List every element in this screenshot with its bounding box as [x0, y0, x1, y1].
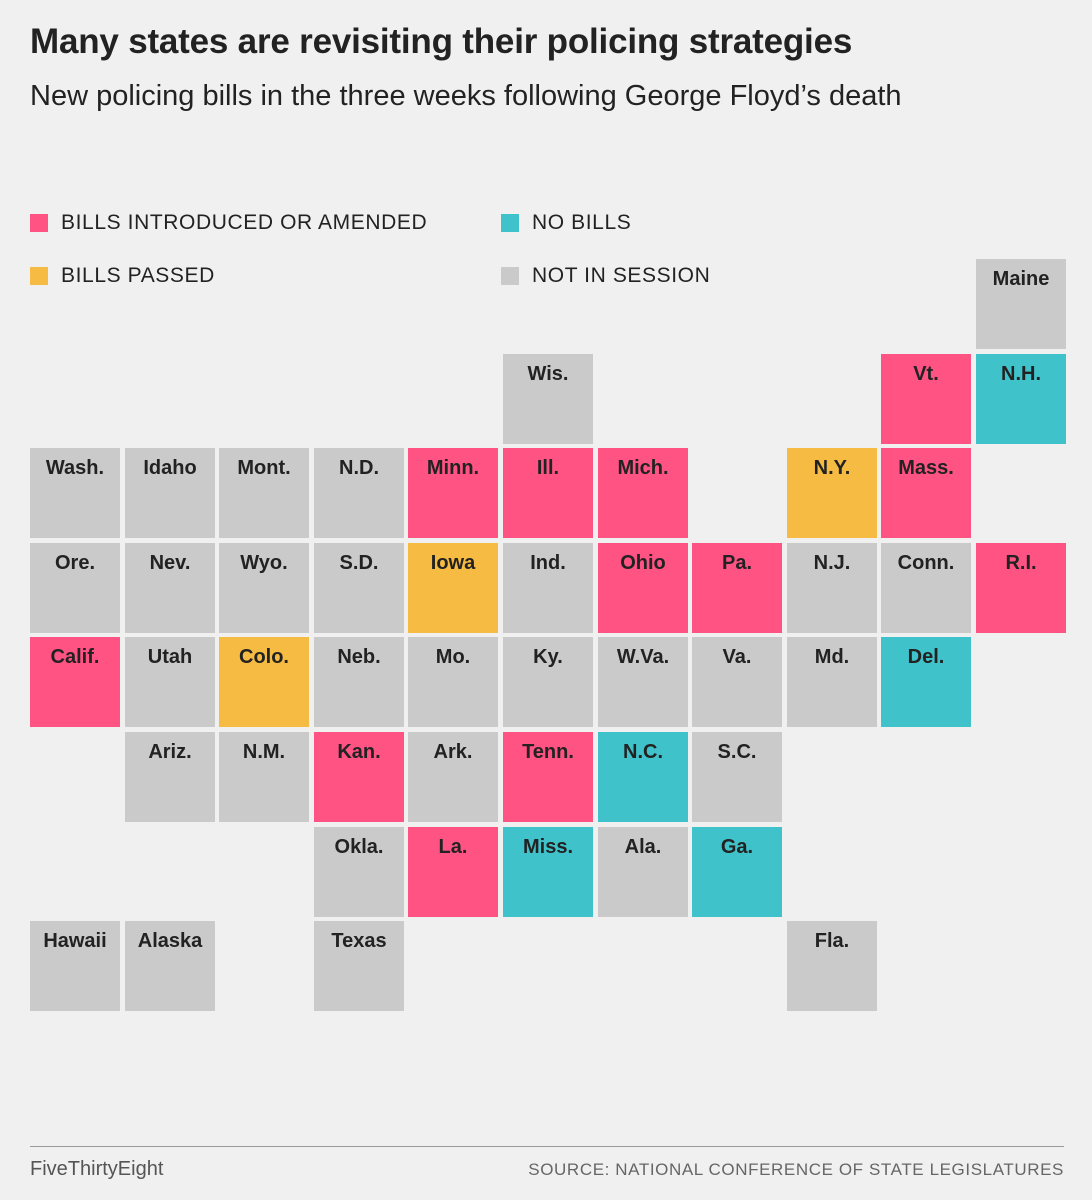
state-tile-maine: Maine [976, 259, 1066, 349]
brand-logo-text: FiveThirtyEight [30, 1158, 163, 1181]
state-tile-w-va: W.Va. [598, 637, 688, 727]
state-tile-colo: Colo. [219, 637, 309, 727]
state-tile-md: Md. [787, 637, 877, 727]
state-tile-s-c: S.C. [692, 732, 782, 822]
state-tile-tenn: Tenn. [503, 732, 593, 822]
state-tile-s-d: S.D. [314, 543, 404, 633]
state-tile-miss: Miss. [503, 827, 593, 917]
state-tile-hawaii: Hawaii [30, 921, 120, 1011]
state-tile-mass: Mass. [881, 448, 971, 538]
state-tile-pa: Pa. [692, 543, 782, 633]
state-tile-la: La. [408, 827, 498, 917]
state-tile-utah: Utah [125, 637, 215, 727]
state-tile-mo: Mo. [408, 637, 498, 727]
state-tile-n-d: N.D. [314, 448, 404, 538]
state-tile-iowa: Iowa [408, 543, 498, 633]
state-tile-minn: Minn. [408, 448, 498, 538]
state-tile-wis: Wis. [503, 354, 593, 444]
state-tile-idaho: Idaho [125, 448, 215, 538]
state-tile-fla: Fla. [787, 921, 877, 1011]
state-tile-ind: Ind. [503, 543, 593, 633]
state-tile-n-y: N.Y. [787, 448, 877, 538]
state-tile-ala: Ala. [598, 827, 688, 917]
state-tile-n-j: N.J. [787, 543, 877, 633]
source-note: SOURCE: NATIONAL CONFERENCE OF STATE LEG… [528, 1160, 1064, 1180]
state-tile-va: Va. [692, 637, 782, 727]
state-tile-wyo: Wyo. [219, 543, 309, 633]
state-tile-vt: Vt. [881, 354, 971, 444]
state-tile-alaska: Alaska [125, 921, 215, 1011]
state-tile-ark: Ark. [408, 732, 498, 822]
state-tile-conn: Conn. [881, 543, 971, 633]
state-tile-ohio: Ohio [598, 543, 688, 633]
state-tile-calif: Calif. [30, 637, 120, 727]
state-tile-texas: Texas [314, 921, 404, 1011]
state-tile-r-i: R.I. [976, 543, 1066, 633]
state-tile-n-c: N.C. [598, 732, 688, 822]
state-tile-wash: Wash. [30, 448, 120, 538]
state-tile-ore: Ore. [30, 543, 120, 633]
state-tile-mont: Mont. [219, 448, 309, 538]
state-tile-ky: Ky. [503, 637, 593, 727]
state-tile-ga: Ga. [692, 827, 782, 917]
state-tile-ill: Ill. [503, 448, 593, 538]
state-tile-n-h: N.H. [976, 354, 1066, 444]
state-tile-kan: Kan. [314, 732, 404, 822]
state-tile-neb: Neb. [314, 637, 404, 727]
state-tile-del: Del. [881, 637, 971, 727]
state-tile-okla: Okla. [314, 827, 404, 917]
footer-divider [30, 1146, 1064, 1147]
state-tile-mich: Mich. [598, 448, 688, 538]
state-tile-ariz: Ariz. [125, 732, 215, 822]
state-tile-n-m: N.M. [219, 732, 309, 822]
state-tile-nev: Nev. [125, 543, 215, 633]
